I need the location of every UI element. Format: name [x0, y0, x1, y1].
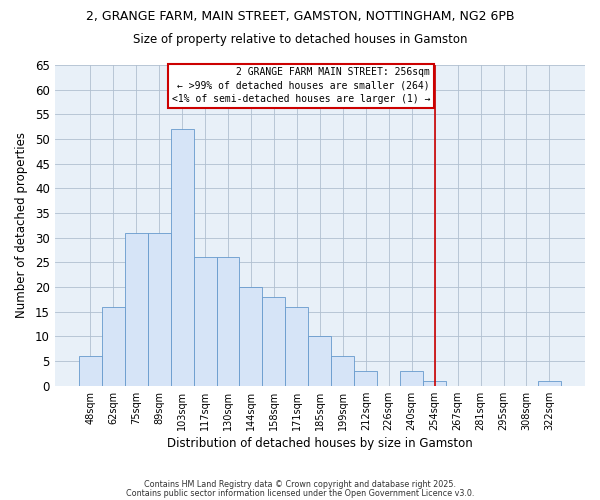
Text: 2, GRANGE FARM, MAIN STREET, GAMSTON, NOTTINGHAM, NG2 6PB: 2, GRANGE FARM, MAIN STREET, GAMSTON, NO…: [86, 10, 514, 23]
Bar: [286, 307, 308, 386]
Bar: [217, 258, 239, 386]
Bar: [308, 336, 331, 386]
Text: Size of property relative to detached houses in Gamston: Size of property relative to detached ho…: [133, 32, 467, 46]
Text: Contains HM Land Registry data © Crown copyright and database right 2025.: Contains HM Land Registry data © Crown c…: [144, 480, 456, 489]
Bar: [79, 356, 102, 386]
Y-axis label: Number of detached properties: Number of detached properties: [15, 132, 28, 318]
Bar: [239, 287, 262, 386]
Bar: [194, 258, 217, 386]
Bar: [423, 381, 446, 386]
X-axis label: Distribution of detached houses by size in Gamston: Distribution of detached houses by size …: [167, 437, 473, 450]
Bar: [331, 356, 354, 386]
Bar: [125, 233, 148, 386]
Text: 2 GRANGE FARM MAIN STREET: 256sqm
← >99% of detached houses are smaller (264)
<1: 2 GRANGE FARM MAIN STREET: 256sqm ← >99%…: [172, 68, 430, 104]
Bar: [354, 371, 377, 386]
Bar: [262, 297, 286, 386]
Bar: [170, 129, 194, 386]
Text: Contains public sector information licensed under the Open Government Licence v3: Contains public sector information licen…: [126, 489, 474, 498]
Bar: [538, 381, 561, 386]
Bar: [102, 307, 125, 386]
Bar: [400, 371, 423, 386]
Bar: [148, 233, 170, 386]
